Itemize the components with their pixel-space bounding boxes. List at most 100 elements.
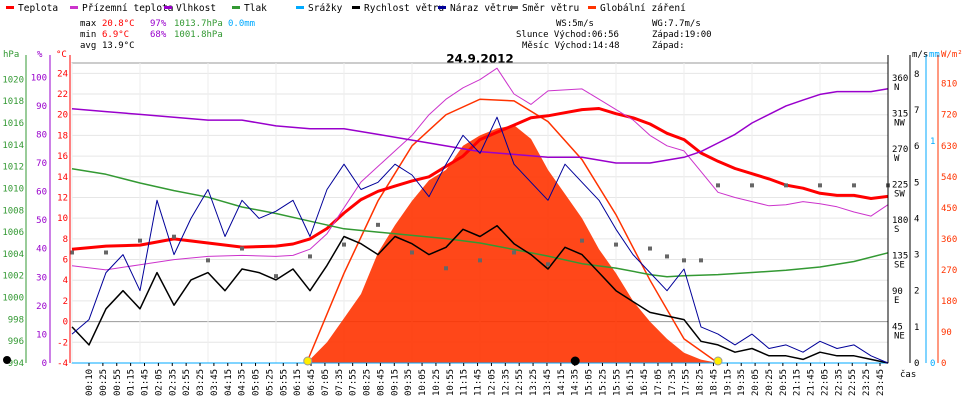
- x-tick-label-48: 20:05: [751, 369, 761, 396]
- axis-dir-tick-4: 180: [892, 216, 908, 226]
- wind-dir-point-25: [852, 183, 856, 188]
- x-tick-label-8: 03:25: [196, 369, 206, 396]
- legend-swatch-5: [352, 6, 360, 9]
- wind-dir-point-7: [308, 254, 312, 259]
- legend-swatch-4: [296, 6, 304, 9]
- legend-swatch-0: [6, 6, 14, 9]
- axis-degc-tick-0: 24: [57, 69, 68, 79]
- x-axis-labels: 00:10 00:25 00:55 01:15 01:45 02:05 02:35 02:55…: [3, 356, 886, 396]
- x-tick-label-0: 00:10: [85, 369, 95, 396]
- wind-dir-point-12: [478, 258, 482, 263]
- x-tick-label-41: 17:05: [654, 369, 664, 396]
- wind-dir-point-24: [818, 183, 822, 188]
- x-tick-label-24: 10:05: [418, 369, 428, 396]
- x-tick-label-39: 16:15: [626, 369, 636, 396]
- x-tick-label-31: 12:55: [515, 369, 525, 396]
- x-tick-label-29: 12:05: [487, 369, 497, 396]
- axis-pct-tick-4: 60: [36, 188, 47, 198]
- axis-hpa-tick-5: 1010: [2, 184, 24, 194]
- info-block: WS:5m/s WG:7.7m/s Slunce Východ:06:56 Zá…: [516, 19, 712, 51]
- axis-degc-tick-2: 20: [57, 111, 68, 121]
- axis-wm2-tick-4: 450: [941, 204, 957, 214]
- chart-legend: Teplota Přízemní teplota Vlhkost Tlak Srážky…: [6, 3, 686, 14]
- info-moon-set: Západ:: [652, 41, 685, 51]
- x-tick-label-44: 18:25: [696, 369, 706, 396]
- x-tick-label-15: 06:15: [293, 369, 303, 396]
- wind-dir-point-16: [614, 242, 618, 247]
- axis-degc-tick-14: -4: [57, 359, 68, 369]
- x-tick-label-56: 23:25: [862, 369, 872, 396]
- axis-degc-tick-6: 12: [57, 193, 68, 203]
- legend-label-1: Přízemní teplota: [82, 3, 174, 14]
- series-line-5: [71, 224, 889, 364]
- x-tick-label-11: 04:35: [238, 369, 248, 396]
- stats-min-label: min: [80, 30, 96, 40]
- wind-dir-point-18: [665, 254, 669, 259]
- x-tick-label-4: 01:45: [141, 369, 151, 396]
- stats-min-hum: 68%: [150, 30, 167, 40]
- axis-dir-tick-2: 270: [892, 145, 908, 155]
- wind-dir-point-4: [206, 258, 210, 263]
- x-tick-label-53: 22:05: [820, 369, 830, 396]
- x-tick-label-49: 20:25: [765, 369, 775, 396]
- axis-degc-tick-10: 4: [63, 276, 68, 286]
- axis-wm2-tick-9: 0: [941, 359, 946, 369]
- axis-degc-tick-11: 2: [63, 297, 68, 307]
- x-tick-label-2: 00:55: [113, 369, 123, 396]
- legend-swatch-2: [164, 6, 172, 9]
- axis-degc-tick-3: 18: [57, 131, 68, 141]
- x-tick-label-23: 09:35: [404, 369, 414, 396]
- axis-unit-hpa: hPa: [3, 50, 19, 60]
- axis-pct-tick-9: 10: [36, 330, 47, 340]
- axis-hpa-tick-6: 1008: [2, 206, 24, 216]
- axis-hpa-tick-7: 1006: [2, 228, 24, 238]
- x-tick-label-6: 02:35: [168, 369, 178, 396]
- axis-pct-tick-0: 100: [31, 73, 47, 83]
- axis-dir-label-6: E: [894, 296, 899, 306]
- axis-ms-tick-4: 4: [914, 214, 919, 224]
- x-tick-label-14: 05:55: [279, 369, 289, 396]
- wind-dir-point-3: [172, 234, 176, 239]
- legend-label-6: Náraz větru: [450, 3, 513, 14]
- x-tick-label-28: 11:45: [474, 369, 484, 396]
- axis-dir-label-2: W: [894, 154, 900, 164]
- axis-dir-tick-7: 45: [892, 322, 903, 332]
- wind-dir-point-22: [750, 183, 754, 188]
- legend-swatch-7: [510, 6, 518, 9]
- x-tick-label-37: 15:25: [598, 369, 608, 396]
- axis-hpa-tick-9: 1002: [2, 272, 24, 282]
- axis-dir-label-3: SW: [894, 189, 905, 199]
- axis-ms-tick-8: 0: [914, 359, 919, 369]
- wind-dir-point-21: [716, 183, 720, 188]
- x-tick-label-25: 10:25: [432, 369, 442, 396]
- series-globalni-zareni-area: [306, 125, 718, 363]
- axis-degc-tick-9: 6: [63, 256, 68, 266]
- wind-dir-point-17: [648, 246, 652, 251]
- axis-degc-tick-4: 16: [57, 152, 68, 162]
- x-tick-label-21: 08:45: [376, 369, 386, 396]
- wind-dir-point-1: [104, 250, 108, 255]
- axis-pct-tick-2: 80: [36, 130, 47, 140]
- x-tick-label-10: 04:15: [224, 369, 234, 396]
- legend-label-2: Vlhkost: [176, 3, 216, 14]
- axis-wm2-tick-5: 360: [941, 235, 957, 245]
- axis-wm2-tick-8: 90: [941, 328, 952, 338]
- wind-dir-point-15: [580, 238, 584, 243]
- x-tick-label-57: 23:45: [876, 369, 886, 396]
- x-tick-label-32: 13:25: [529, 369, 539, 396]
- info-sun: Slunce Východ:06:56: [516, 30, 619, 40]
- wind-dir-point-23: [784, 183, 788, 188]
- x-tick-label-42: 17:35: [668, 369, 678, 396]
- stats-min-press: 1001.8hPa: [174, 30, 223, 40]
- axis-degc-tick-5: 14: [57, 173, 68, 183]
- axes-layer: 1020101810161014101210101008100610041002…: [2, 55, 957, 369]
- axis-pct-tick-1: 90: [36, 102, 47, 112]
- axis-wm2-tick-0: 810: [941, 80, 957, 90]
- axis-pct-tick-5: 50: [36, 216, 47, 226]
- axis-degc-tick-12: 0: [63, 318, 68, 328]
- axis-degc-tick-13: -2: [57, 338, 68, 348]
- wind-dir-point-11: [444, 266, 448, 271]
- axis-hpa-tick-13: 994: [8, 359, 24, 369]
- x-tick-label-45: 18:45: [709, 369, 719, 396]
- wind-dir-point-20: [699, 258, 703, 263]
